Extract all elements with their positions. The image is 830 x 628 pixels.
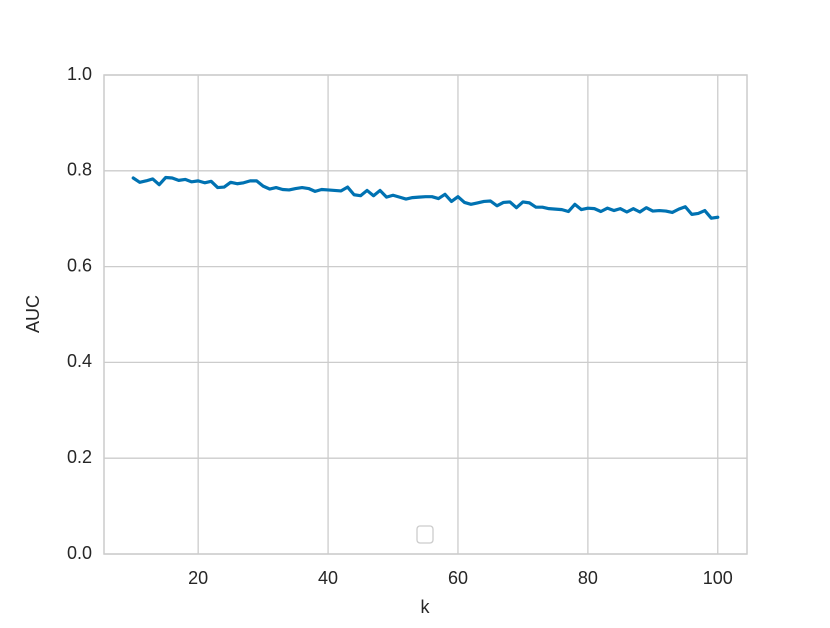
- x-tick-label: 40: [318, 568, 338, 588]
- plot-area: [103, 74, 748, 555]
- y-tick-label: 0.2: [67, 447, 92, 467]
- y-tick-label: 0.4: [67, 351, 92, 371]
- y-axis-label: AUC: [23, 295, 43, 333]
- line: [131, 175, 720, 220]
- y-tick-label: 0.0: [67, 543, 92, 563]
- x-tick-label: 100: [703, 568, 733, 588]
- y-tick-label: 0.8: [67, 160, 92, 180]
- legend: [416, 525, 434, 544]
- x-tick-label: 20: [188, 568, 208, 588]
- x-axis-label: k: [421, 597, 431, 617]
- x-tick-label: 60: [448, 568, 468, 588]
- y-tick-label: 0.6: [67, 255, 92, 275]
- x-tick-label: 80: [578, 568, 598, 588]
- y-tick-label: 1.0: [67, 64, 92, 84]
